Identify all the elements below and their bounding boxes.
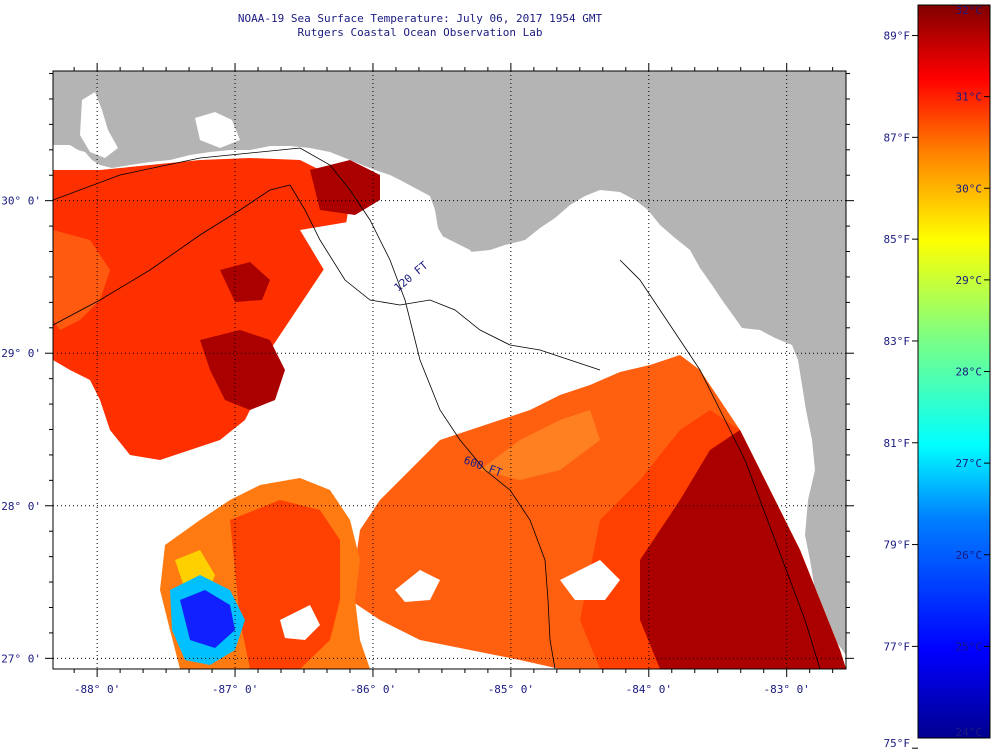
colorbar-celsius-labels: 32°C 31°C 30°C 29°C 28°C 27°C 26°C 25°C 24°C <box>956 4 990 739</box>
colorbar-celsius-label: 31°C <box>956 91 983 104</box>
map-subtitle: Rutgers Coastal Ocean Observation Lab <box>297 26 543 39</box>
lon-label: -83° 0' <box>764 683 810 696</box>
lon-label: -85° 0' <box>488 683 534 696</box>
bay <box>195 112 240 148</box>
colorbar-fahrenheit-label: 83°F <box>884 335 911 348</box>
colorbar-fahrenheit-label: 87°F <box>884 131 911 144</box>
lat-label: 27° 0' <box>1 652 41 665</box>
land-mass <box>53 71 846 655</box>
latitude-labels: 27° 0' 28° 0' 29° 0' 30° 0' <box>1 195 41 666</box>
colorbar: 32°C 31°C 30°C 29°C 28°C 27°C 26°C 25°C 24°C 89°… <box>884 4 991 750</box>
lat-label: 29° 0' <box>1 347 41 360</box>
colorbar-fahrenheit-labels: 89°F 87°F 85°F 83°F 81°F 79°F 77°F 75°F <box>884 30 918 750</box>
colorbar-celsius-label: 29°C <box>956 274 983 287</box>
plot-area: 120 FT 600 FT <box>53 71 846 669</box>
colorbar-celsius-label: 25°C <box>956 640 983 653</box>
grid-lines <box>53 71 846 669</box>
lon-label: -84° 0' <box>626 683 672 696</box>
contour-600ft <box>53 147 556 669</box>
lat-label: 30° 0' <box>1 195 41 208</box>
colorbar-celsius-label: 32°C <box>956 4 983 17</box>
colorbar-fahrenheit-label: 75°F <box>884 737 911 750</box>
depth-contours <box>53 147 821 669</box>
longitude-labels: -88° 0' -87° 0' -86° 0' -85° 0' -84° 0' -83° … <box>74 683 810 696</box>
colorbar-fahrenheit-label: 79°F <box>884 539 911 552</box>
colorbar-celsius-label: 30°C <box>956 182 983 195</box>
lon-label: -87° 0' <box>212 683 258 696</box>
colorbar-celsius-label: 28°C <box>956 366 983 379</box>
colorbar-celsius-label: 27°C <box>956 457 983 470</box>
contour-shelf <box>619 259 821 669</box>
map-frame <box>52 70 847 670</box>
lon-label: -86° 0' <box>350 683 396 696</box>
lon-label: -88° 0' <box>74 683 120 696</box>
colorbar-fahrenheit-label: 81°F <box>884 437 911 450</box>
colorbar-fahrenheit-label: 89°F <box>884 30 911 43</box>
contour-120ft <box>53 184 601 371</box>
colorbar-fahrenheit-label: 77°F <box>884 640 911 653</box>
axis-ticks <box>45 63 854 677</box>
colorbar-fahrenheit-label: 85°F <box>884 233 911 246</box>
colorbar-celsius-label: 24°C <box>956 726 983 739</box>
lat-label: 28° 0' <box>1 500 41 513</box>
sst-patches <box>53 158 846 669</box>
map-title: NOAA-19 Sea Surface Temperature: July 06… <box>237 12 603 25</box>
colorbar-gradient <box>917 4 991 739</box>
colorbar-celsius-label: 26°C <box>956 549 983 562</box>
bay <box>80 92 118 158</box>
